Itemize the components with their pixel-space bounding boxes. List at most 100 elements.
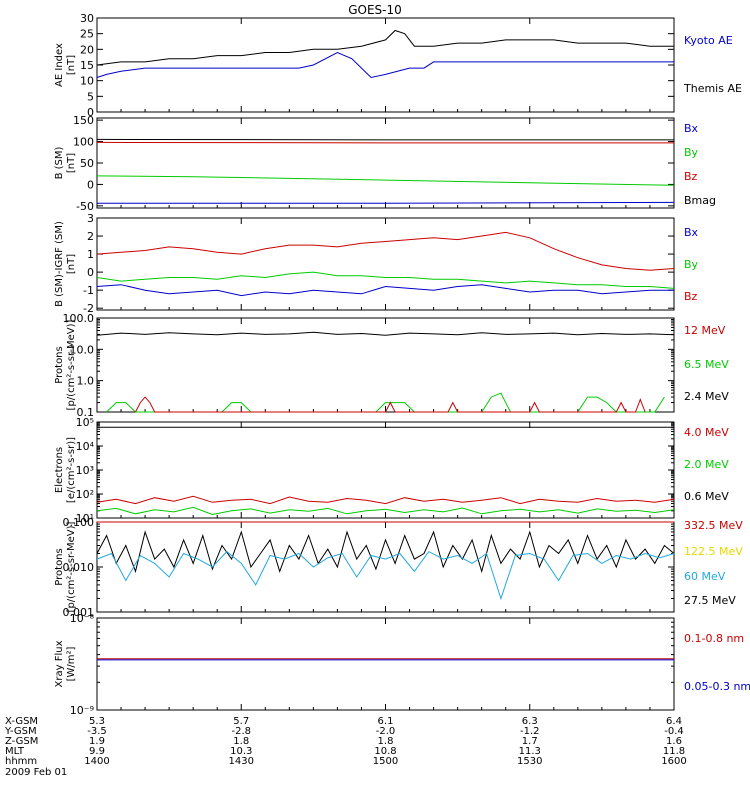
footer-value: 10.8: [374, 746, 396, 757]
y-tick-label: 0.001: [63, 606, 95, 619]
y-tick-label: 10³: [76, 464, 94, 477]
footer-date: 2009 Feb 01: [5, 767, 67, 778]
series-bmag: [96, 138, 674, 141]
y-axis-unit: [nT]: [66, 55, 77, 75]
legend-entry: 27.5 MeV: [684, 594, 736, 607]
footer-value: 11.3: [519, 746, 541, 757]
series-bx: [96, 284, 674, 297]
legend-entry: 332.5 MeV: [684, 519, 743, 532]
footer-value: 1500: [373, 756, 398, 767]
y-tick-label: 20: [80, 43, 94, 56]
y-tick-label: 100: [73, 136, 94, 149]
y-tick-label: 10⁴: [76, 440, 95, 453]
y-axis-label: B (SM): [54, 146, 65, 179]
panel-7: 10⁻⁹ 10⁻⁸ Xray Flux [W/m²] 0.1-0.8 nm 0.05-0.…: [54, 612, 750, 717]
y-tick-label: 10: [80, 75, 94, 88]
legend-entry: Bx: [684, 226, 699, 239]
footer-value: 6.4: [666, 716, 682, 727]
legend-entry: 4.0 MeV: [684, 426, 729, 439]
footer-value: 6.3: [522, 716, 538, 727]
series-60-mev: [96, 550, 675, 601]
footer-row-x-gsm: X-GSM 5.3 5.7 6.1 6.3 6.4: [5, 716, 682, 727]
footer-row-label: X-GSM: [5, 716, 38, 727]
footer-row-label: Z-GSM: [5, 736, 38, 747]
y-tick-label: 25: [80, 28, 94, 41]
panel-3: -2 -1 0 1 2 3 B (SM)-IGRF (SM) [nT] Bx By Bz: [54, 212, 699, 315]
series-bz: [96, 231, 675, 271]
footer-row-hhmm: hhmm 1400 1430 1500 1530 1600: [5, 756, 687, 767]
y-tick-label: 1.0: [77, 375, 95, 388]
footer-value: 1.6: [666, 736, 682, 747]
legend-entry: 12 MeV: [684, 324, 726, 337]
panel-1: 0 5 10 15 20 25 30 AE Index [nT] Kyoto AE Themis A…: [54, 12, 742, 119]
y-tick-label: 2: [87, 230, 94, 243]
y-axis-unit: [nT]: [66, 153, 77, 173]
y-tick-label: 10⁵: [76, 416, 94, 429]
y-axis-label: Protons: [54, 346, 65, 383]
footer-value: 5.3: [89, 716, 105, 727]
y-axis-unit: [e/(cm²-s-sr)]: [66, 437, 77, 503]
y-tick-label: -50: [76, 200, 94, 213]
footer-value: 1.9: [89, 736, 105, 747]
series-bx: [97, 201, 675, 204]
y-tick-label: 3: [87, 212, 94, 225]
series-by: [96, 175, 675, 186]
footer-value: 1400: [84, 756, 109, 767]
y-tick-label: 15: [80, 59, 94, 72]
series-12-mev: [135, 396, 646, 413]
legend-entry: By: [684, 146, 699, 159]
footer-value: 6.1: [378, 716, 394, 727]
y-axis-unit: [W/m²]: [66, 646, 77, 681]
footer-row-y-gsm: Y-GSM -3.5 -2.8 -2.0 -1.2 -0.4: [4, 726, 684, 737]
legend-entry: By: [684, 258, 699, 271]
legend-entry: Bx: [684, 122, 699, 135]
footer-value: 1.7: [522, 736, 538, 747]
y-axis-unit: [p/(cm²-s-sr-MeV)]: [66, 521, 77, 612]
y-tick-label: 10²: [76, 488, 94, 501]
footer-value: -2.0: [376, 726, 396, 737]
panel-frame: [96, 217, 675, 311]
y-axis-label: Protons: [54, 548, 65, 585]
y-tick-label: 10⁻⁸: [70, 612, 95, 625]
y-tick-label: 10.0: [70, 343, 95, 356]
y-axis-label: AE Index: [54, 43, 65, 87]
y-axis-unit: [p/(cm²-s-sr-MeV)]: [66, 319, 77, 410]
legend-entry: Bz: [684, 170, 698, 183]
series-by: [96, 271, 675, 289]
panel-5: 10¹ 10² 10³ 10⁴ 10⁵ Electrons [e/(cm²-s-sr)] 4.…: [54, 416, 729, 525]
footer-value: 11.8: [663, 746, 685, 757]
y-axis-unit: [nT]: [66, 254, 77, 274]
footer-value: -2.8: [231, 726, 251, 737]
series-themis-ae: [96, 29, 674, 66]
footer-value: 1430: [229, 756, 254, 767]
y-tick-label: 10¹: [76, 512, 94, 525]
y-tick-label: 50: [80, 157, 94, 170]
footer-value: 9.9: [89, 746, 105, 757]
y-axis-label: B (SM)-IGRF (SM): [54, 221, 65, 307]
footer-value: 10.3: [230, 746, 252, 757]
legend-entry: Themis AE: [683, 82, 742, 95]
footer-value: 1530: [517, 756, 542, 767]
panel-2: -50 0 50 100 150 B (SM) [nT] Bx By Bz Bmag: [54, 114, 716, 213]
y-tick-label: 5: [87, 90, 94, 103]
y-axis-label: Electrons: [54, 447, 65, 493]
footer-value: -3.5: [87, 726, 107, 737]
legend-entry: Bz: [684, 290, 698, 303]
chart-title: GOES-10: [348, 3, 402, 17]
legend-entry: 0.1-0.8 nm: [684, 632, 744, 645]
y-tick-label: 0: [87, 266, 94, 279]
y-tick-label: 0.010: [63, 561, 95, 574]
panel-6: 0.001 0.010 0.100 Protons [p/(cm²-s-sr-MeV)]…: [54, 516, 743, 619]
y-axis-label: Xray Flux: [54, 640, 65, 687]
footer-value: -0.4: [664, 726, 684, 737]
footer-value: -1.2: [520, 726, 540, 737]
y-tick-label: 30: [80, 12, 94, 25]
y-tick-label: 0.100: [63, 516, 95, 529]
footer-row-label: MLT: [5, 746, 25, 757]
y-tick-label: 0.1: [77, 406, 95, 419]
legend-entry: 0.6 MeV: [684, 490, 729, 503]
y-tick-label: 1: [87, 248, 94, 261]
legend-entry: Bmag: [684, 194, 716, 207]
series-4-0-mev: [96, 495, 675, 505]
